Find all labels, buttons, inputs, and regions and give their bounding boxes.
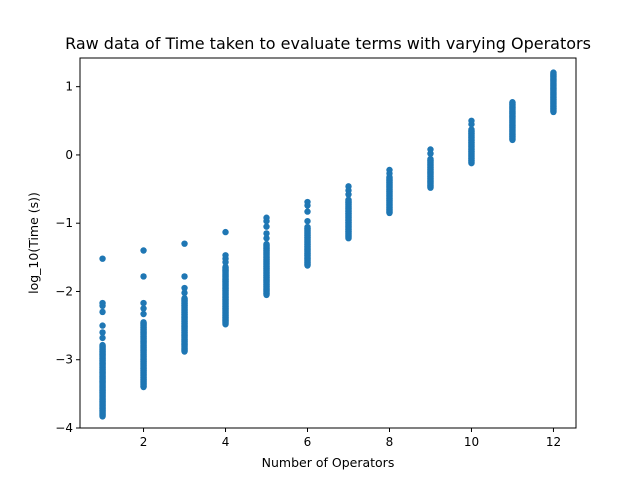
data-point xyxy=(427,150,434,157)
y-tick-label: 1 xyxy=(65,80,73,94)
y-tick-label: −3 xyxy=(55,353,73,367)
data-point xyxy=(99,308,106,316)
data-point xyxy=(140,247,147,254)
data-point xyxy=(181,289,188,297)
data-point xyxy=(222,263,229,271)
data-point xyxy=(386,170,393,177)
data-point xyxy=(181,240,188,247)
y-tick-label: −2 xyxy=(55,284,73,298)
chart-title: Raw data of Time taken to evaluate terms… xyxy=(65,34,591,53)
data-point xyxy=(140,319,147,326)
data-point xyxy=(99,329,106,336)
data-point xyxy=(140,273,147,280)
data-point xyxy=(304,208,311,215)
data-point xyxy=(263,217,270,225)
plot-frame xyxy=(79,57,577,429)
data-point xyxy=(140,305,147,312)
data-point xyxy=(140,299,147,307)
data-point xyxy=(263,230,270,237)
data-point xyxy=(181,273,188,280)
data-point xyxy=(468,126,475,133)
data-point xyxy=(99,334,106,342)
data-point xyxy=(99,322,106,329)
data-point xyxy=(263,223,270,230)
data-point xyxy=(304,223,311,231)
data-point xyxy=(99,341,106,349)
x-axis-ticks: 2 4 6 8 10 12 xyxy=(140,428,561,449)
data-point xyxy=(468,121,475,128)
x-axis-label: Number of Operators xyxy=(262,455,395,470)
data-point xyxy=(304,202,311,209)
y-axis-label: log_10(Time (s)) xyxy=(26,192,41,294)
data-point xyxy=(140,310,147,318)
data-point xyxy=(99,255,106,262)
data-point xyxy=(263,240,270,248)
x-tick-label: 10 xyxy=(464,435,479,449)
data-point xyxy=(222,228,229,236)
data-points xyxy=(99,69,557,420)
y-axis-ticks: −4 −3 −2 −1 0 1 xyxy=(55,80,80,435)
x-tick-label: 12 xyxy=(546,435,561,449)
data-point xyxy=(181,295,188,302)
data-point xyxy=(550,69,557,76)
data-point xyxy=(263,235,270,242)
y-tick-label: 0 xyxy=(65,148,73,162)
y-tick-label: −1 xyxy=(55,216,73,230)
data-point xyxy=(509,99,516,106)
data-point xyxy=(222,258,229,266)
data-point xyxy=(345,196,352,203)
data-point xyxy=(345,191,352,198)
x-tick-label: 2 xyxy=(140,435,148,449)
x-tick-label: 8 xyxy=(386,435,394,449)
data-point xyxy=(427,155,434,163)
y-tick-label: −4 xyxy=(55,421,73,435)
data-point xyxy=(99,302,106,309)
x-tick-label: 4 xyxy=(222,435,230,449)
x-tick-label: 6 xyxy=(304,435,312,449)
data-point xyxy=(304,217,311,225)
data-point xyxy=(181,284,188,292)
